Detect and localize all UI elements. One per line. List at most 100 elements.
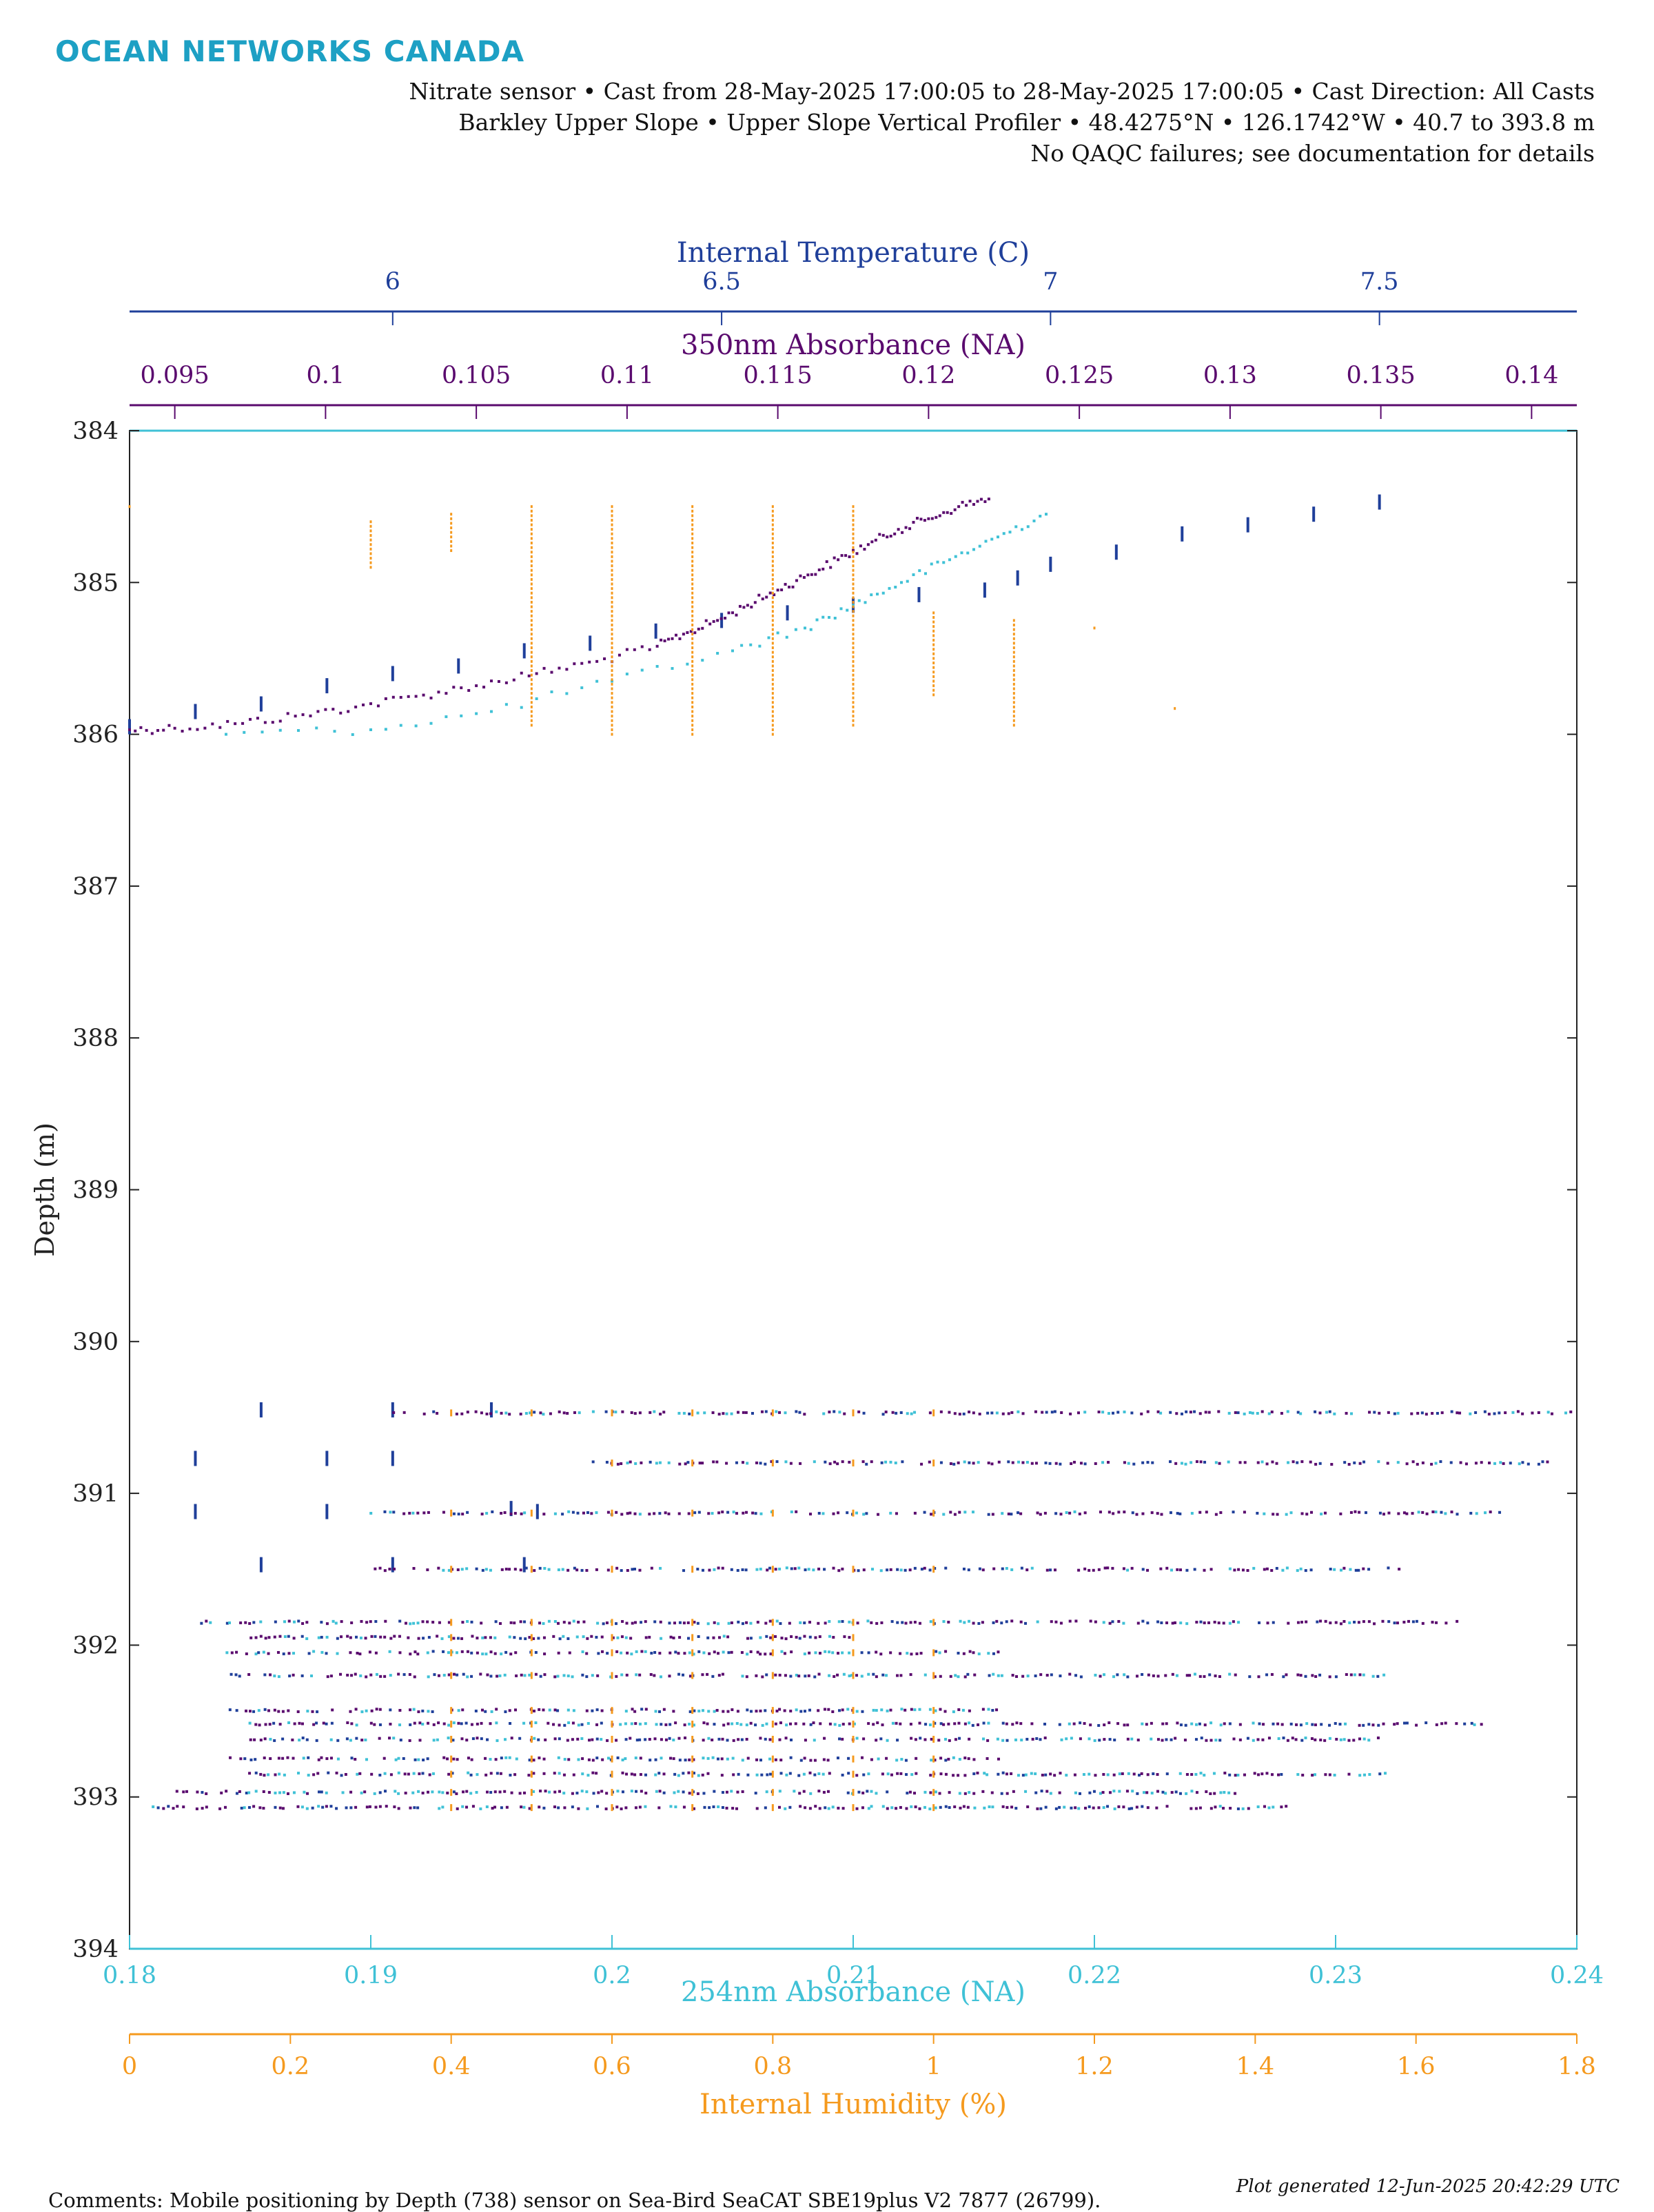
depth-band-point xyxy=(389,1708,392,1712)
depth-band-point xyxy=(962,1805,966,1808)
depth-band-point xyxy=(267,1773,270,1776)
depth-band-point xyxy=(640,1708,644,1711)
absorbance350-point xyxy=(633,648,636,651)
depth-band-point xyxy=(990,1791,994,1794)
depth-band-point xyxy=(1164,1674,1167,1677)
depth-band-point xyxy=(1377,1723,1380,1727)
depth-band-point xyxy=(562,1773,566,1776)
depth-band-point xyxy=(1444,1721,1447,1725)
depth-band-point xyxy=(567,1721,571,1724)
depth-band-point xyxy=(442,1650,445,1653)
humidity-point xyxy=(771,724,774,727)
humidity-point xyxy=(852,659,855,663)
humidity-point xyxy=(771,733,774,736)
depth-band-point xyxy=(1444,1621,1448,1625)
depth-band-point xyxy=(306,1792,309,1795)
depth-band-point xyxy=(903,1568,907,1572)
humidity-point xyxy=(611,678,613,682)
humidity-point xyxy=(852,573,855,577)
depth-band-point xyxy=(1175,1674,1178,1677)
depth-band-humidity-point xyxy=(771,1755,774,1763)
depth-band-point xyxy=(1070,1462,1073,1466)
depth-band-point xyxy=(1112,1790,1116,1793)
depth-band-point xyxy=(509,1774,512,1777)
depth-band-point xyxy=(595,1723,599,1726)
absorbance350-point xyxy=(301,713,305,717)
depth-band-point xyxy=(456,1568,460,1571)
depth-band-humidity-point xyxy=(852,1634,855,1641)
depth-band-point xyxy=(528,1673,531,1677)
depth-band-point xyxy=(992,1652,995,1655)
depth-band-point xyxy=(968,1709,971,1712)
depth-band-point xyxy=(1101,1461,1105,1464)
depth-band-point xyxy=(1223,1722,1226,1725)
depth-band-point xyxy=(513,1512,517,1515)
absorbance350-point xyxy=(840,554,844,557)
depth-band-point xyxy=(929,1774,932,1777)
depth-band-point xyxy=(686,1637,690,1640)
depth-band-point xyxy=(379,1635,382,1639)
depth-band-point xyxy=(595,1635,598,1639)
depth-band-point xyxy=(1178,1792,1182,1795)
absorbance350-point xyxy=(167,724,171,727)
depth-band-point xyxy=(899,1674,903,1677)
depth-band-point xyxy=(803,1710,806,1713)
humidity-point xyxy=(852,687,855,690)
depth-band-point xyxy=(634,1462,637,1465)
depth-band-point xyxy=(553,1512,557,1515)
depth-band-point xyxy=(498,1674,502,1677)
depth-band-point xyxy=(732,1773,735,1776)
depth-band-point xyxy=(389,1674,392,1677)
depth-band-point xyxy=(1174,1737,1177,1740)
depth-band-point xyxy=(553,1737,557,1741)
depth-band-point xyxy=(404,1792,407,1795)
depth-band-point xyxy=(1073,1510,1076,1513)
depth-band-point xyxy=(317,1636,320,1639)
humidity-point xyxy=(771,655,774,659)
depth-band-humidity-point xyxy=(771,1634,774,1641)
humidity-point xyxy=(771,659,774,663)
depth-band-point xyxy=(1291,1737,1294,1740)
depth-band-point xyxy=(296,1805,300,1808)
depth-band-point xyxy=(624,1636,628,1639)
depth-band-point xyxy=(654,1758,657,1761)
depth-band-point xyxy=(1152,1772,1155,1776)
depth-band-point xyxy=(1483,1410,1487,1413)
depth-band-point xyxy=(1024,1790,1028,1793)
depth-band-humidity-point xyxy=(852,1720,855,1728)
depth-band-point xyxy=(1050,1620,1053,1624)
absorbance350-point xyxy=(573,662,576,666)
depth-band-point xyxy=(1357,1568,1360,1572)
depth-band-point xyxy=(508,1413,511,1416)
depth-band-point xyxy=(963,1510,967,1514)
depth-band-point xyxy=(595,1772,598,1775)
depth-band-point xyxy=(520,1512,523,1515)
depth-band-point xyxy=(1185,1568,1189,1572)
humidity-point xyxy=(771,532,774,535)
depth-band-point xyxy=(274,1773,277,1776)
depth-band-humidity-point xyxy=(611,1804,613,1812)
humidity-point xyxy=(530,518,533,522)
depth-band-point xyxy=(654,1710,657,1713)
depth-band-point xyxy=(1280,1772,1283,1776)
depth-band-point xyxy=(480,1708,484,1712)
humidity-point xyxy=(771,591,774,595)
depth-band-point xyxy=(1178,1772,1182,1775)
depth-band-point xyxy=(1227,1411,1231,1415)
depth-band-point xyxy=(662,1411,666,1414)
depth-band-point xyxy=(1156,1675,1160,1678)
depth-band-point xyxy=(712,1636,715,1639)
humidity-point xyxy=(1012,669,1015,673)
absorbance254-point xyxy=(1014,525,1018,529)
depth-band-point xyxy=(495,1721,498,1725)
depth-band-point xyxy=(745,1737,748,1741)
depth-band-point xyxy=(412,1621,416,1625)
depth-band-point xyxy=(462,1672,465,1676)
depth-band-point xyxy=(841,1460,844,1464)
humidity-point xyxy=(611,614,613,617)
depth-band-point xyxy=(1185,1674,1189,1677)
depth-band-point xyxy=(615,1510,618,1514)
depth-band-point xyxy=(460,1568,464,1571)
depth-band-point xyxy=(417,1758,420,1761)
depth-band-point xyxy=(871,1568,875,1571)
